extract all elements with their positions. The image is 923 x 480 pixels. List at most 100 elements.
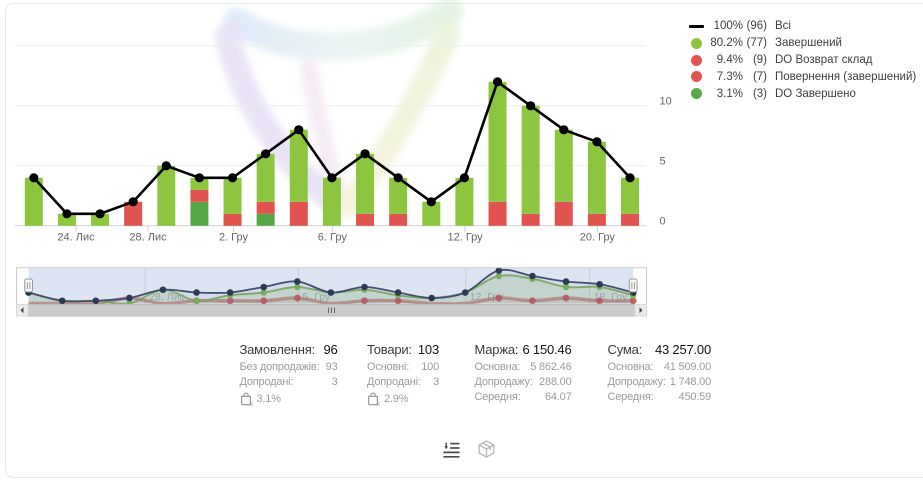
line-point[interactable] — [393, 173, 403, 183]
stat-total: 43 257.00 — [654, 341, 711, 357]
line-point[interactable] — [526, 101, 536, 111]
bar-segment[interactable] — [621, 213, 640, 226]
orders-list-toggle[interactable] — [443, 441, 460, 459]
line-point[interactable] — [327, 173, 337, 183]
bar-segment[interactable] — [322, 177, 341, 226]
stat-value: 93 — [325, 360, 338, 373]
legend-count: (7) — [752, 70, 767, 83]
bar-segment[interactable] — [256, 153, 275, 202]
line-point[interactable] — [459, 173, 469, 183]
stat-column-1: Товари: 103 Основні: 100 Допродані: 3 x 2.9% — [367, 342, 439, 407]
legend-row-4[interactable]: 3.1% (3) DO Завершено — [688, 85, 916, 102]
legend-series-name: Всі — [775, 20, 791, 33]
bar-segment[interactable] — [223, 177, 242, 214]
line-point[interactable] — [29, 173, 39, 183]
x-axis-label: 20. Гру — [580, 232, 616, 244]
bar-segment[interactable] — [389, 213, 408, 226]
line-point[interactable] — [294, 125, 304, 135]
line-point[interactable] — [161, 161, 171, 171]
y-axis-label: 0 — [660, 216, 666, 228]
line-point[interactable] — [592, 137, 602, 147]
bar-segment[interactable] — [124, 201, 143, 226]
bar-segment[interactable] — [356, 153, 375, 214]
legend-row-1[interactable]: 80.2% (77) Завершений — [688, 35, 916, 52]
bar-segment[interactable] — [587, 213, 606, 226]
bar-segment[interactable] — [422, 201, 441, 226]
stat-row: Допродажу: 288.00 — [475, 376, 572, 391]
line-point[interactable] — [625, 173, 635, 183]
bar-segment[interactable] — [190, 177, 209, 190]
y-axis-label: 5 — [660, 156, 666, 168]
bar-segment[interactable] — [223, 213, 242, 226]
bar-segment[interactable] — [256, 201, 275, 214]
package-icon — [478, 440, 494, 458]
line-point[interactable] — [426, 197, 436, 207]
legend-dot-icon — [688, 68, 705, 85]
orders-status-chart[interactable]: 0 5 10 24. Лис 28. Лис 2. Гру 6. Гру 12. Гру 20.… — [0, 0, 923, 262]
legend-row-2[interactable]: 9.4% (9) DO Возврат склад — [688, 52, 916, 69]
bar-segment[interactable] — [157, 165, 176, 226]
legend-count: (77) — [746, 37, 767, 50]
line-point[interactable] — [261, 149, 271, 159]
line-point[interactable] — [194, 173, 205, 183]
x-axis-label: 2. Гру — [219, 232, 249, 244]
bar-segment[interactable] — [256, 213, 275, 226]
legend-dot-icon — [688, 35, 705, 52]
legend-series-name: DO Завершено — [775, 87, 856, 100]
bar-segment[interactable] — [488, 201, 507, 226]
stat-title: Маржа: — [474, 341, 519, 357]
bar-segment[interactable] — [587, 141, 606, 214]
stat-column-2: Маржа: 6 150.46 Основна: 5 862.46 Допродажу:… — [475, 342, 572, 407]
stat-upsell-percent: 3.1% — [256, 392, 281, 405]
line-point[interactable] — [95, 209, 105, 219]
legend-dot-icon — [688, 85, 705, 102]
bar-segment[interactable] — [554, 201, 573, 226]
stat-total: 6 150.46 — [522, 341, 572, 357]
analytics-card — [5, 3, 923, 478]
bar-segment[interactable] — [455, 177, 474, 226]
bar-segment[interactable] — [289, 129, 308, 202]
line-point[interactable] — [559, 125, 569, 135]
stat-title: Сума: — [607, 341, 643, 357]
stacked-bars[interactable] — [24, 81, 640, 226]
scrollbar-right-arrow[interactable] — [634, 304, 647, 317]
line-point[interactable] — [492, 77, 503, 87]
legend-row-3[interactable]: 7.3% (7) Повернення (завершений) — [688, 68, 916, 85]
line-point[interactable] — [360, 149, 370, 159]
bar-segment[interactable] — [621, 177, 640, 214]
stat-value: 5 862.46 — [530, 360, 572, 373]
navigator-selected-range[interactable] — [28, 268, 634, 304]
scrollbar-left-arrow[interactable] — [16, 304, 29, 317]
bar-segment[interactable] — [356, 213, 375, 226]
bar-segment[interactable] — [57, 213, 76, 226]
line-point[interactable] — [227, 173, 238, 183]
legend-percent: 7.3% — [716, 70, 743, 83]
bar-segment[interactable] — [521, 105, 540, 214]
bar-segment[interactable] — [24, 177, 43, 226]
line-point[interactable] — [128, 197, 138, 207]
upsell-bag-icon: x — [368, 392, 380, 406]
navigator-left-handle[interactable] — [24, 278, 34, 293]
stat-row: x 3.1% — [240, 391, 338, 406]
bar-segment[interactable] — [190, 189, 209, 202]
bar-segment[interactable] — [389, 177, 408, 214]
stat-total: 103 — [417, 341, 439, 357]
bar-segment[interactable] — [521, 213, 540, 226]
legend-row-0[interactable]: 100% (96) Всі — [688, 18, 916, 35]
bar-segment[interactable] — [554, 129, 573, 202]
legend-series-name: DO Возврат склад — [775, 53, 873, 66]
stat-row: Допродані: 3 — [240, 376, 338, 391]
bar-segment[interactable] — [488, 81, 507, 202]
stat-label: Допродажу: — [607, 375, 666, 388]
products-toggle[interactable] — [478, 440, 495, 458]
navigator-right-handle[interactable] — [628, 278, 638, 293]
stat-value: 288.00 — [539, 375, 572, 388]
stat-title: Замовлення: — [239, 341, 316, 357]
bar-segment[interactable] — [91, 213, 110, 226]
line-point[interactable] — [62, 209, 72, 219]
bar-segment[interactable] — [190, 201, 209, 226]
bar-segment[interactable] — [289, 201, 308, 226]
stat-row: Допродажу: 1 748.00 — [608, 376, 712, 391]
stat-column-3: Сума: 43 257.00 Основна: 41 509.00 Допродажу… — [608, 342, 712, 407]
